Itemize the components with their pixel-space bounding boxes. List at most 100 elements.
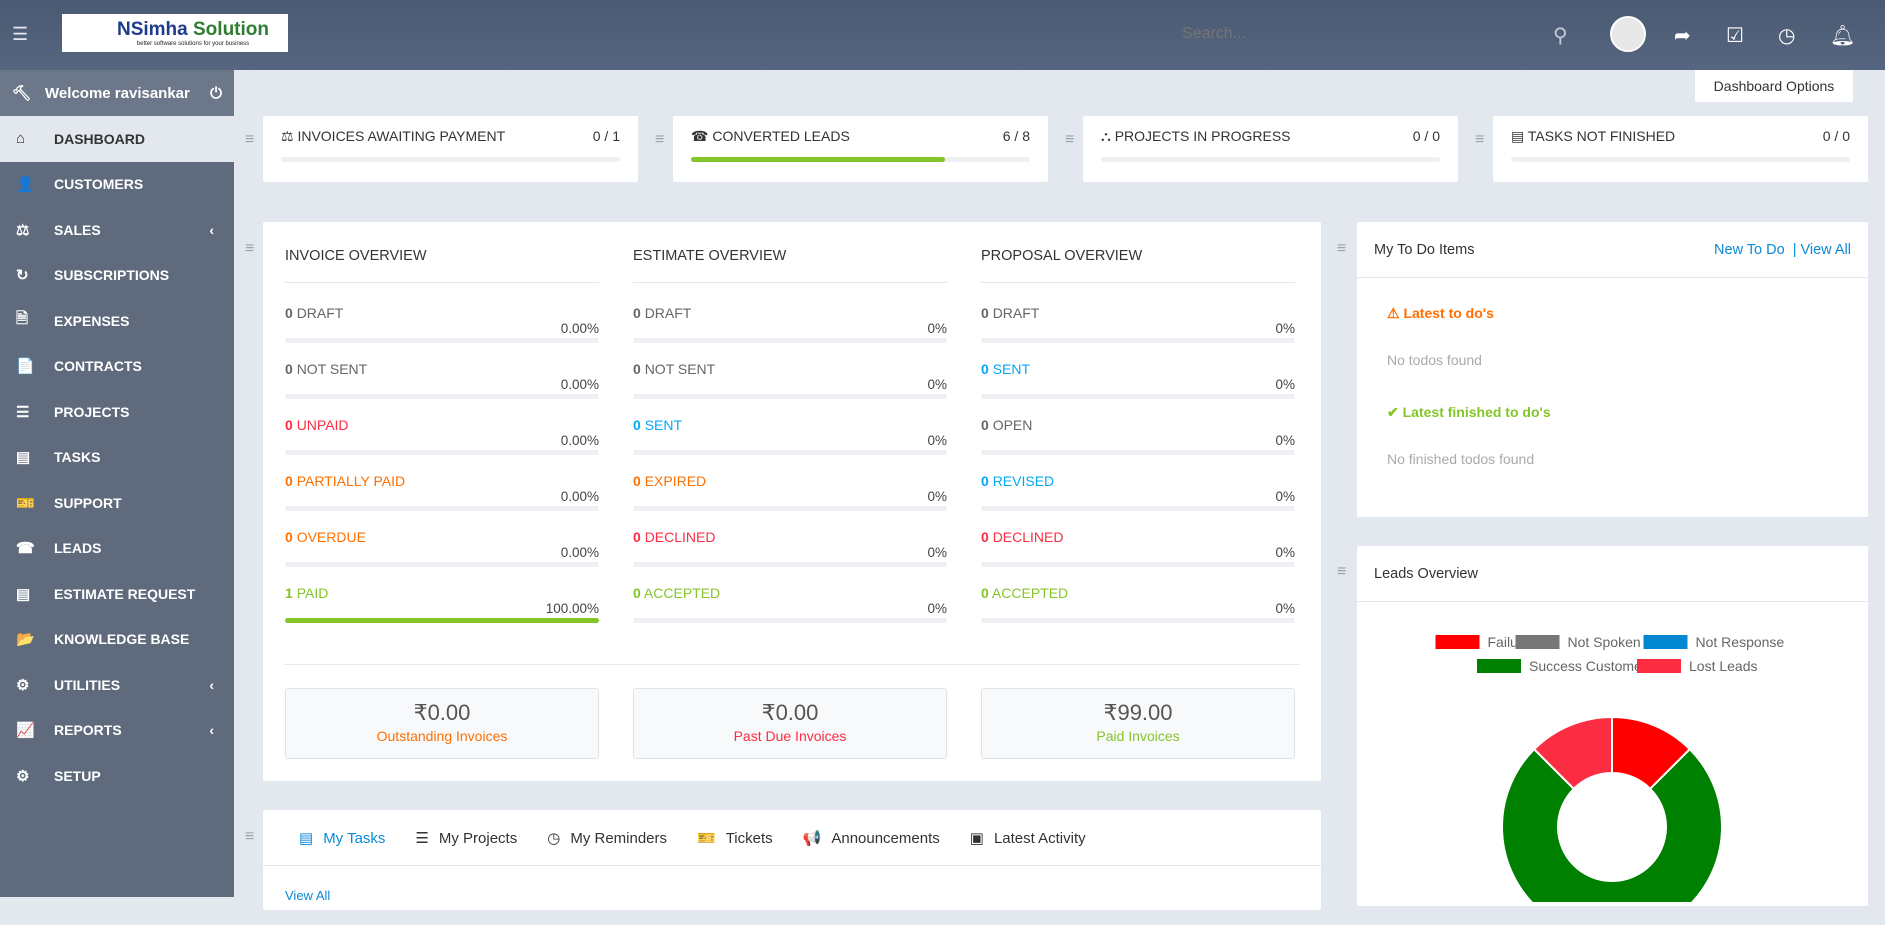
overview-row[interactable]: 0 UNPAID 0.00%: [285, 417, 599, 473]
total-box[interactable]: ₹0.00 Outstanding Invoices: [285, 688, 599, 759]
sidebar-item-setup[interactable]: ⚙ Setup: [0, 753, 234, 799]
drag-handle-icon[interactable]: ≡: [245, 131, 255, 148]
tab-my-tasks[interactable]: ▤ My Tasks: [299, 829, 385, 847]
overview-row[interactable]: 0 ACCEPTED 0%: [981, 585, 1295, 641]
tab-label: Tickets: [725, 829, 773, 847]
stat-value: 0 / 0: [1822, 128, 1850, 144]
tab-label: Latest Activity: [993, 829, 1086, 847]
divider: [285, 664, 1299, 665]
total-label: Past Due Invoices: [733, 728, 847, 744]
donut-slice-success-customer[interactable]: [1501, 747, 1723, 925]
overview-row[interactable]: 0 DECLINED 0%: [981, 529, 1295, 585]
new-todo-link[interactable]: New To Do: [1714, 241, 1785, 258]
sidebar-item-label: Utilities: [54, 676, 121, 693]
view-all-todos-link[interactable]: | View All: [1792, 241, 1851, 258]
overview-row[interactable]: 0 SENT 0%: [633, 417, 947, 473]
overview-row[interactable]: 0 ACCEPTED 0%: [633, 585, 947, 641]
dashboard-options-button[interactable]: Dashboard Options: [1695, 70, 1853, 102]
drag-handle-icon[interactable]: ≡: [1065, 131, 1075, 148]
sidebar-item-utilities[interactable]: ⚙ Utilities ‹: [0, 662, 234, 708]
overview-column: INVOICE OVERVIEW 0 DRAFT 0.00% 0 NOT SENT 0.…: [285, 248, 599, 641]
chevron-left-icon: ‹: [209, 722, 214, 739]
overview-row[interactable]: 0 EXPIRED 0%: [633, 473, 947, 529]
overview-column: ESTIMATE OVERVIEW 0 DRAFT 0% 0 NOT SENT 0% 0 …: [633, 248, 947, 641]
drag-handle-icon[interactable]: ≡: [1475, 131, 1485, 148]
sidebar-item-contracts[interactable]: 📄 Contracts: [0, 344, 234, 390]
total-label: Outstanding Invoices: [376, 728, 508, 744]
legend-swatch: [1477, 659, 1521, 673]
sidebar-item-sales[interactable]: ⚖ Sales ‹: [0, 207, 234, 253]
tab-my-projects[interactable]: ☰ My Projects: [415, 829, 517, 847]
drag-handle-icon[interactable]: ≡: [245, 240, 255, 257]
status-percent: 0.00%: [560, 545, 599, 560]
total-box[interactable]: ₹99.00 Paid Invoices: [981, 688, 1295, 759]
tab-my-reminders[interactable]: ◷ My Reminders: [547, 829, 667, 847]
sidebar-item-support[interactable]: 🎫 Support: [0, 480, 234, 526]
status-count: 0: [285, 417, 293, 433]
drag-handle-icon[interactable]: ≡: [245, 828, 255, 845]
overview-row[interactable]: 0 DRAFT 0.00%: [285, 305, 599, 361]
overview-row[interactable]: 0 NOT SENT 0%: [633, 361, 947, 417]
stat-progress-bar: [691, 157, 1030, 162]
menu-toggle-icon[interactable]: ☰: [12, 24, 29, 44]
tasks-panel: ▤ My Tasks ☰ My Projects ◷ My Reminders 🎫 Ticke…: [263, 810, 1321, 910]
sidebar-item-knowledge-base[interactable]: 📂 Knowledge Base: [0, 617, 234, 663]
overview-row[interactable]: 0 OVERDUE 0.00%: [285, 529, 599, 585]
tab-latest-activity[interactable]: ▣ Latest Activity: [970, 829, 1086, 847]
sidebar-item-dashboard[interactable]: ⌂ Dashboard: [0, 116, 234, 162]
tab-tickets[interactable]: 🎫 Tickets: [697, 829, 773, 847]
clock-icon[interactable]: ◷: [1778, 25, 1796, 47]
overview-row[interactable]: 0 OPEN 0%: [981, 417, 1295, 473]
stat-icon: ⚖: [281, 128, 294, 144]
total-amount: ₹0.00: [413, 700, 471, 725]
overview-row[interactable]: 0 DECLINED 0%: [633, 529, 947, 585]
sales-icon: ⚖: [16, 221, 30, 239]
status-percent: 0%: [1275, 545, 1295, 560]
stat-value: 0 / 1: [592, 128, 620, 144]
overview-row[interactable]: 0 NOT SENT 0.00%: [285, 361, 599, 417]
status-progress-bar: [633, 338, 947, 343]
sidebar-item-reports[interactable]: 📈 Reports ‹: [0, 708, 234, 754]
sidebar-item-expenses[interactable]: 🗎 Expenses: [0, 298, 234, 344]
sidebar-item-customers[interactable]: 👤 Customers: [0, 162, 234, 208]
status-percent: 0%: [927, 377, 947, 392]
avatar[interactable]: [1610, 16, 1646, 52]
search-icon[interactable]: ⚲: [1553, 25, 1568, 47]
drag-handle-icon[interactable]: ≡: [1337, 240, 1347, 257]
view-all-link[interactable]: View All: [285, 888, 331, 903]
checkbox-icon[interactable]: ☑: [1726, 25, 1744, 47]
sidebar-item-projects[interactable]: ☰ Projects: [0, 389, 234, 435]
overview-row[interactable]: 0 PARTIALLY PAID 0.00%: [285, 473, 599, 529]
overview-row[interactable]: 1 PAID 100.00%: [285, 585, 599, 641]
drag-handle-icon[interactable]: ≡: [1337, 563, 1347, 580]
top-header: ☰ NSimha Solution better software soluti…: [0, 0, 1885, 70]
search-input[interactable]: [1182, 25, 1482, 43]
sidebar-item-subscriptions[interactable]: ↻ Subscriptions: [0, 253, 234, 299]
bell-icon[interactable]: 🔔︎: [1830, 25, 1856, 47]
sidebar-item-tasks[interactable]: ▤ Tasks: [0, 435, 234, 481]
donut-slice-lost-leads[interactable]: [1532, 715, 1613, 791]
tab-label: My Tasks: [323, 829, 386, 847]
status-label: SENT: [992, 361, 1031, 377]
total-amount: ₹99.00: [1103, 700, 1173, 725]
tab-announcements[interactable]: 📢 Announcements: [803, 829, 940, 847]
sidebar-item-label: Dashboard: [54, 130, 145, 147]
sidebar-item-leads[interactable]: ☎ Leads: [0, 526, 234, 572]
logo[interactable]: NSimha Solution better software solution…: [62, 14, 288, 52]
status-label: DECLINED: [644, 529, 716, 545]
stat-progress-bar: [1101, 157, 1440, 162]
overview-row[interactable]: 0 DRAFT 0%: [981, 305, 1295, 361]
status-progress-bar: [633, 506, 947, 511]
welcome-text: Welcome ravisankar: [45, 84, 190, 102]
leads-overview-panel: Leads Overview Failure Not Spoken Not Resp…: [1357, 546, 1868, 925]
overview-row[interactable]: 0 DRAFT 0%: [633, 305, 947, 361]
share-icon[interactable]: ➦: [1674, 25, 1691, 47]
todo-panel: My To Do Items New To Do | View All ⚠ La…: [1357, 222, 1868, 517]
sidebar-item-estimate-request[interactable]: ▤ Estimate Request: [0, 571, 234, 617]
drag-handle-icon[interactable]: ≡: [655, 131, 665, 148]
total-box[interactable]: ₹0.00 Past Due Invoices: [633, 688, 947, 759]
overview-row[interactable]: 0 SENT 0%: [981, 361, 1295, 417]
overview-row[interactable]: 0 REVISED 0%: [981, 473, 1295, 529]
power-icon[interactable]: ⏻: [210, 84, 222, 102]
